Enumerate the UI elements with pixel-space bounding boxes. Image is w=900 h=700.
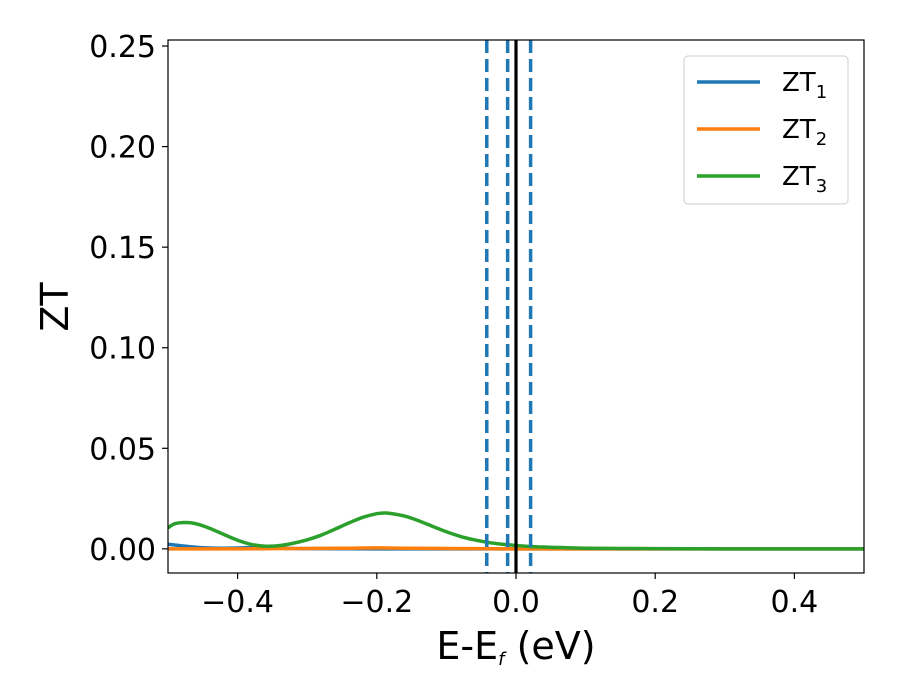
legend-label-zt3: ZT3 bbox=[782, 162, 827, 197]
y-tick-label: 0.15 bbox=[89, 231, 156, 266]
x-axis-ticks: −0.4 −0.2 0.0 0.2 0.4 bbox=[201, 573, 818, 620]
y-tick-label: 0.05 bbox=[89, 432, 156, 467]
y-axis-title: ZT bbox=[33, 282, 77, 332]
series-layer bbox=[168, 511, 864, 551]
reference-lines bbox=[485, 40, 533, 573]
x-tick-label: −0.2 bbox=[340, 585, 413, 620]
y-axis-ticks: 0.00 0.05 0.10 0.15 0.20 0.25 bbox=[89, 30, 168, 568]
x-tick-label: −0.4 bbox=[201, 585, 274, 620]
y-tick-label: 0.00 bbox=[89, 533, 156, 568]
legend-label-zt2: ZT2 bbox=[782, 115, 827, 150]
y-tick-label: 0.10 bbox=[89, 332, 156, 367]
legend: ZT1 ZT2 ZT3 bbox=[683, 55, 849, 205]
x-tick-label: 0.0 bbox=[492, 585, 540, 620]
y-tick-label: 0.25 bbox=[89, 30, 156, 65]
x-axis-title: E-Ef (eV) bbox=[436, 624, 595, 670]
x-tick-label: 0.2 bbox=[631, 585, 679, 620]
y-tick-label: 0.20 bbox=[89, 131, 156, 166]
legend-label-zt1: ZT1 bbox=[782, 68, 827, 103]
x-tick-label: 0.4 bbox=[771, 585, 819, 620]
legend-box bbox=[683, 55, 849, 205]
series-line-zt3 bbox=[168, 511, 864, 551]
